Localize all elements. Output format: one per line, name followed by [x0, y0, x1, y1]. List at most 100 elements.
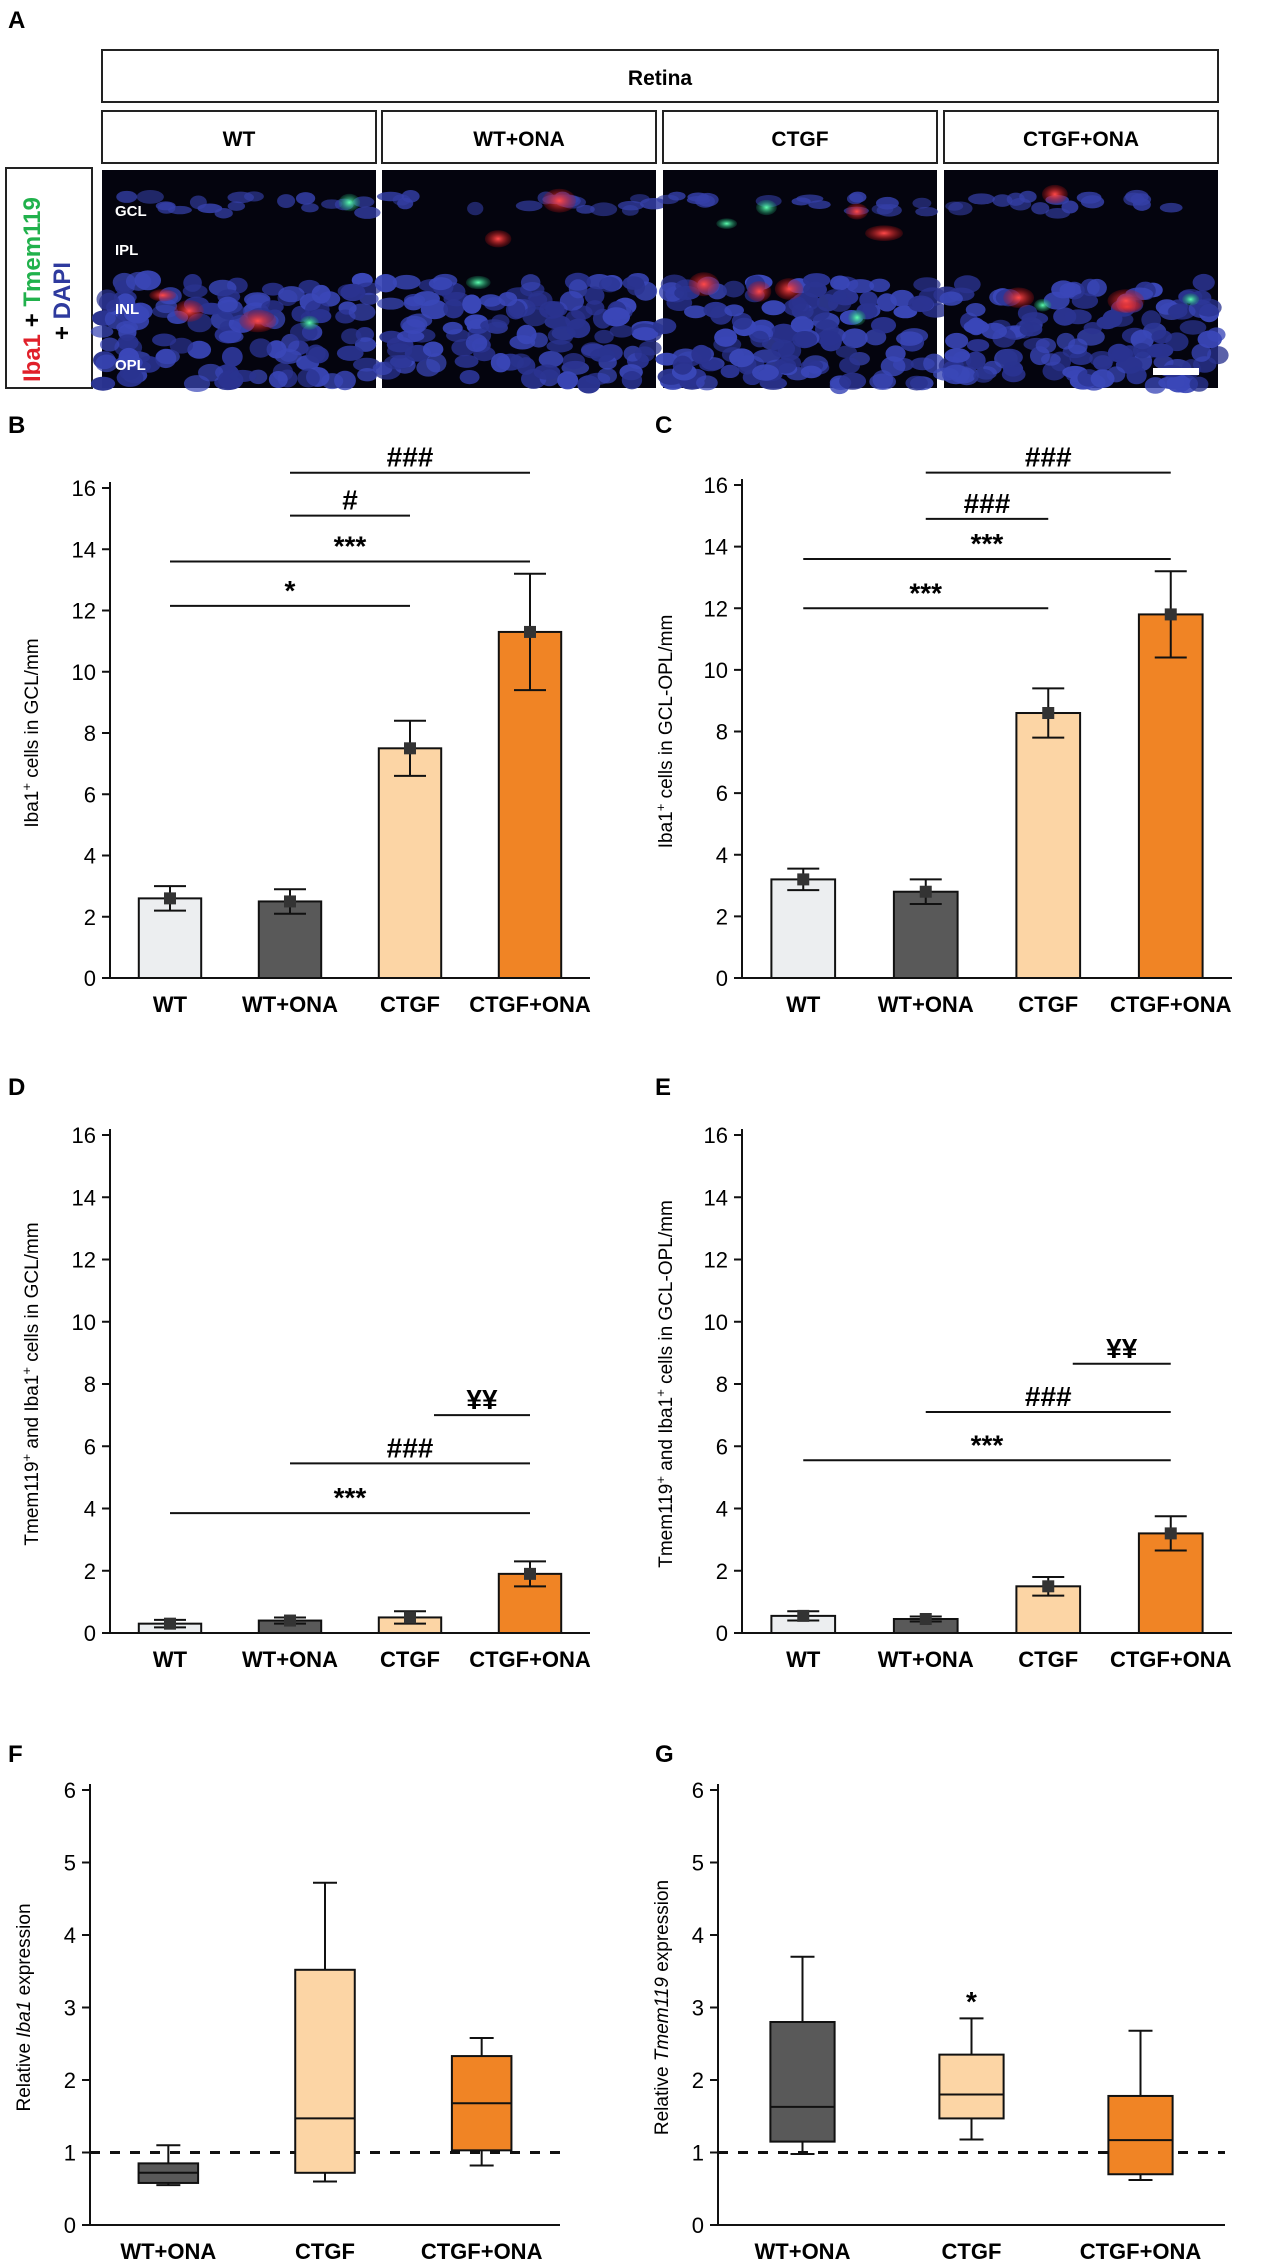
mean-marker-wt [164, 892, 176, 905]
nucleus [354, 206, 381, 219]
nucleus [1042, 361, 1066, 381]
nucleus [1041, 353, 1061, 366]
nucleus [652, 318, 677, 335]
y-tick-label: 6 [716, 781, 728, 806]
y-axis-label-italic: Tmem119 [652, 1977, 673, 2062]
x-tick-label-wt-ona: WT+ONA [242, 992, 338, 1017]
nucleus [631, 327, 659, 341]
panel-letter-g: G [655, 1741, 674, 1768]
nucleus [244, 191, 264, 202]
y-tick-label: 4 [692, 1923, 704, 1948]
nucleus [98, 292, 120, 313]
box-ctgf [294, 1968, 356, 2174]
nucleus [443, 299, 464, 319]
y-tick-label: 6 [692, 1778, 704, 1803]
tmem119-cell [338, 193, 361, 212]
stain-label-line2: + DAPI [49, 262, 76, 340]
nucleus [1126, 366, 1147, 385]
nucleus [634, 346, 655, 363]
y-axis-label-post: expression [14, 1903, 35, 2000]
nucleus [942, 364, 970, 385]
col-header-box-ctgf [662, 110, 938, 164]
nucleus [577, 375, 601, 394]
nucleus [1197, 330, 1222, 349]
significance-label: *** [909, 577, 942, 608]
y-axis-label: Iba1+ cells in GCL-OPL/mm [653, 615, 678, 849]
nucleus [752, 364, 779, 381]
layer-label-gcl: GCL [115, 203, 147, 220]
y-tick-label: 10 [72, 660, 96, 685]
nucleus [761, 300, 786, 316]
nucleus [515, 200, 543, 212]
nucleus [546, 339, 573, 353]
nucleus [321, 373, 344, 390]
x-tick-label-ctgf-ona: CTGF+ONA [421, 2239, 543, 2264]
significance-label: *** [971, 528, 1004, 559]
layer-label-opl: OPL [115, 357, 146, 374]
y-axis-label-sup: + [19, 1454, 34, 1462]
y-tick-label: 16 [704, 1123, 728, 1148]
x-tick-label-ctgf-ona: CTGF+ONA [1110, 1647, 1232, 1672]
nucleus [953, 275, 981, 294]
y-axis-label-rest: cells in GCL/mm [22, 638, 43, 783]
nucleus [1069, 350, 1093, 366]
nucleus [1179, 320, 1207, 335]
nucleus [890, 289, 915, 307]
nucleus [880, 356, 906, 377]
significance-label: # [342, 485, 358, 516]
nucleus [599, 276, 621, 293]
mean-marker-ctgf [1042, 707, 1055, 720]
mean-marker-wt-ona [919, 885, 932, 898]
nucleus [341, 328, 362, 345]
nucleus [996, 348, 1023, 366]
nucleus [95, 354, 118, 373]
nucleus [729, 348, 755, 368]
nucleus [115, 354, 143, 371]
nucleus [1071, 293, 1099, 309]
y-tick-label: 6 [716, 1434, 728, 1459]
x-tick-label-wt: WT [153, 992, 188, 1017]
nucleus [913, 277, 941, 292]
nucleus [750, 330, 770, 348]
iba1-cell [239, 309, 277, 333]
y-tick-label: 6 [64, 1778, 76, 1803]
nucleus [1086, 278, 1107, 297]
y-tick-label: 4 [716, 1497, 728, 1522]
mean-marker-ctgf-ona [524, 1567, 536, 1580]
nucleus [805, 306, 830, 321]
panel-letter-e: E [655, 1074, 671, 1101]
nucleus [90, 376, 116, 391]
y-tick-label: 12 [704, 596, 728, 621]
mean-marker-wt [164, 1617, 176, 1630]
nucleus [720, 364, 740, 379]
y-tick-label: 4 [84, 844, 96, 869]
y-axis-label-italic: Iba1 [14, 2001, 35, 2038]
panel-a-letter: A [8, 7, 25, 34]
y-axis-label: Tmem119+ and Iba1+ cells in GCL-OPL/mm [653, 1200, 678, 1568]
y-tick-label: 5 [64, 1851, 76, 1876]
significance-label: *** [971, 1429, 1004, 1460]
x-tick-label-wt-ona: WT+ONA [120, 2239, 216, 2264]
y-tick-label: 0 [716, 966, 728, 991]
nucleus [221, 346, 243, 367]
y-tick-label: 1 [692, 2141, 704, 2166]
nucleus [520, 274, 541, 292]
nucleus [90, 325, 114, 338]
nucleus [869, 278, 891, 293]
x-tick-label-wt: WT [153, 1647, 188, 1672]
nucleus [839, 357, 861, 374]
nucleus [905, 375, 928, 391]
micrograph-row [90, 170, 1229, 395]
nucleus [870, 317, 897, 334]
retina-header-box [101, 49, 1219, 103]
nucleus [565, 309, 586, 330]
nucleus [965, 351, 986, 370]
y-tick-label: 2 [692, 2068, 704, 2093]
mean-marker-ctgf-ona [524, 625, 536, 638]
col-header-box-ctgf-ona [943, 110, 1219, 164]
nucleus [590, 348, 615, 363]
mean-marker-ctgf-ona [1164, 1527, 1177, 1540]
retina-header: Retina [628, 67, 693, 90]
nucleus [268, 371, 288, 389]
col-header-box-wt-ona [381, 110, 657, 164]
